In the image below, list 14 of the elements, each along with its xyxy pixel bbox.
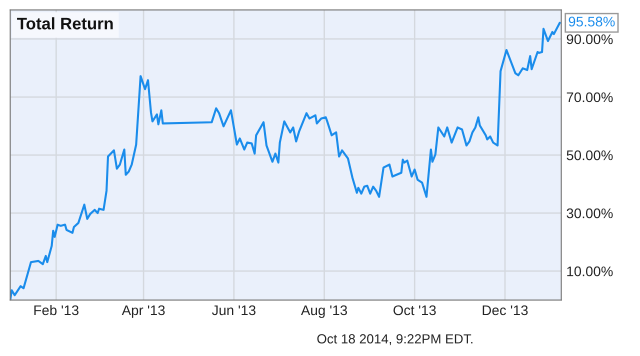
x-tick-label: Feb '13 [34, 304, 78, 316]
y-tick-label: 10.00% [567, 266, 613, 276]
x-tick-label: Oct '13 [394, 305, 436, 316]
x-tick-label: Apr '13 [122, 305, 165, 318]
x-tick-label: Jun '13 [212, 305, 256, 316]
x-tick-label: Dec '13 [482, 305, 528, 316]
y-tick-label: 90.00% [566, 34, 613, 44]
x-tick-label: Aug '13 [300, 305, 347, 318]
chart-title: Total Return [17, 17, 113, 30]
y-tick-label: 70.00% [566, 92, 613, 102]
text: Oct 18 2014, 9:22PM EDT. [317, 334, 472, 346]
annotation: 95.58% [568, 16, 615, 27]
y-tick-label: 50.00% [566, 150, 613, 160]
y-tick-label: 30.00% [566, 208, 613, 218]
